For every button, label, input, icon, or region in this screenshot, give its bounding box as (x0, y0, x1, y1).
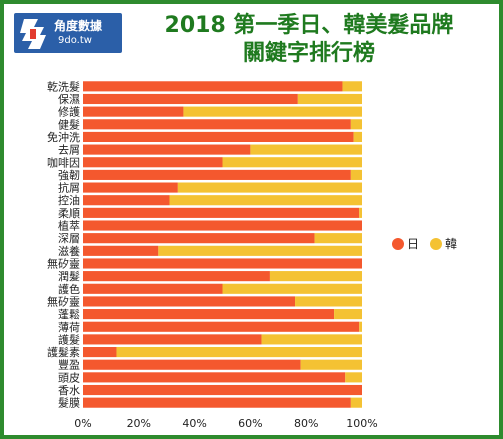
x-tick-label: 80% (294, 417, 318, 430)
bar-segment-korea (177, 182, 362, 193)
category-label: 護色 (58, 282, 80, 296)
bar-segment-japan (83, 106, 184, 117)
bar-segment-japan (83, 207, 360, 218)
bar-segment-korea (222, 157, 362, 168)
chart-title-line-1: 2018 第一季日、韓美髮品牌 (164, 13, 454, 38)
bar-segment-korea (353, 131, 362, 142)
category-label: 髮膜 (58, 396, 80, 410)
category-label: 保濕 (58, 92, 80, 106)
category-label: 去屑 (58, 144, 80, 157)
bar-segment-japan (83, 157, 223, 168)
category-label: 抗屑 (58, 181, 80, 195)
bar-segment-korea (297, 93, 362, 105)
bars-group (83, 81, 362, 408)
bar-segment-japan (83, 296, 296, 307)
bar-segment-korea (350, 169, 362, 180)
x-tick-label: 60% (238, 417, 262, 430)
bar-segment-korea (222, 283, 362, 294)
bar-segment-korea (350, 119, 362, 130)
category-label: 護髮 (58, 332, 80, 346)
bar-segment-korea (183, 106, 362, 117)
logo-mark-icon (20, 19, 46, 49)
category-label: 植萃 (58, 219, 80, 233)
legend-marker-korea (430, 238, 442, 250)
bar-segment-korea (314, 233, 362, 244)
logo-name: 角度數據 (54, 19, 103, 33)
bar-segment-japan (83, 245, 159, 256)
bar-segment-japan (83, 347, 117, 358)
category-label: 護髮素 (47, 345, 80, 359)
x-tick-label: 40% (182, 417, 206, 430)
bar-segment-japan (83, 131, 354, 142)
category-label: 深層 (58, 232, 80, 245)
bar-segment-korea (169, 195, 362, 206)
x-tick-label: 100% (346, 417, 377, 430)
category-label: 無矽靈 (47, 294, 80, 308)
category-label: 柔順 (58, 207, 80, 220)
bar-segment-korea (158, 245, 362, 256)
x-tick-label: 20% (127, 417, 151, 430)
bar-segment-japan (83, 258, 362, 269)
bar-segment-korea (300, 359, 362, 370)
legend: 日韓 (392, 237, 457, 251)
category-label: 乾洗髮 (47, 79, 80, 93)
bar-segment-korea (295, 296, 362, 307)
bar-segment-korea (261, 334, 362, 345)
bar-segment-japan (83, 271, 270, 282)
bar-segment-korea (359, 207, 362, 218)
bar-segment-japan (83, 119, 351, 130)
bar-segment-japan (83, 182, 178, 193)
bar-segment-japan (83, 397, 351, 408)
bar-segment-japan (83, 334, 262, 345)
bar-segment-japan (83, 309, 335, 320)
bar-segment-korea (345, 372, 362, 383)
bar-segment-korea (334, 309, 362, 320)
category-label: 薄荷 (58, 320, 80, 334)
category-label: 免沖洗 (47, 130, 80, 144)
x-tick-label: 0% (74, 417, 91, 430)
category-label: 頭皮 (58, 371, 80, 384)
bar-segment-korea (116, 347, 362, 358)
category-label: 豐盈 (58, 359, 80, 372)
bar-segment-japan (83, 359, 301, 370)
legend-marker-japan (392, 238, 404, 250)
bar-segment-japan (83, 372, 346, 383)
bar-segment-japan (83, 384, 362, 396)
category-label: 無矽靈 (47, 256, 80, 270)
bar-segment-korea (250, 144, 362, 155)
bar-segment-japan (83, 220, 362, 231)
bar-segment-japan (83, 195, 170, 206)
bar-segment-korea (350, 397, 362, 408)
bar-segment-japan (83, 169, 351, 180)
logo-url: 9do.tw (58, 35, 92, 46)
bar-segment-japan (83, 144, 251, 155)
category-labels-group: 乾洗髮保濕修護健髮免沖洗去屑咖啡因強韌抗屑控油柔順植萃深層滋養無矽靈潤髮護色無矽… (47, 79, 80, 409)
chart-title-line-2: 關鍵字排行榜 (242, 41, 375, 66)
category-label: 滋養 (58, 244, 80, 258)
category-label: 咖啡因 (47, 155, 80, 169)
category-label: 潤髮 (58, 269, 80, 283)
category-label: 控油 (58, 193, 80, 207)
category-label: 香水 (58, 384, 80, 397)
brand-logo: 角度數據 9do.tw (14, 13, 122, 57)
legend-label-korea: 韓 (445, 237, 457, 251)
legend-label-japan: 日 (407, 237, 419, 251)
bar-segment-japan (83, 81, 343, 92)
category-label: 健髮 (58, 117, 80, 131)
x-tick-labels-group: 0% 20% 40% 60% 80% 100% (74, 417, 377, 430)
chart-title: 2018 第一季日、韓美髮品牌 關鍵字排行榜 (124, 12, 494, 68)
category-label: 修護 (58, 105, 80, 119)
bar-segment-korea (359, 321, 362, 332)
bar-segment-japan (83, 321, 360, 332)
bar-segment-korea (269, 271, 362, 282)
bar-segment-japan (83, 233, 315, 244)
category-label: 強韌 (58, 168, 80, 182)
bar-segment-japan (83, 283, 223, 294)
bar-segment-japan (83, 93, 298, 105)
category-label: 蓬鬆 (58, 307, 80, 321)
bar-segment-korea (342, 81, 362, 92)
